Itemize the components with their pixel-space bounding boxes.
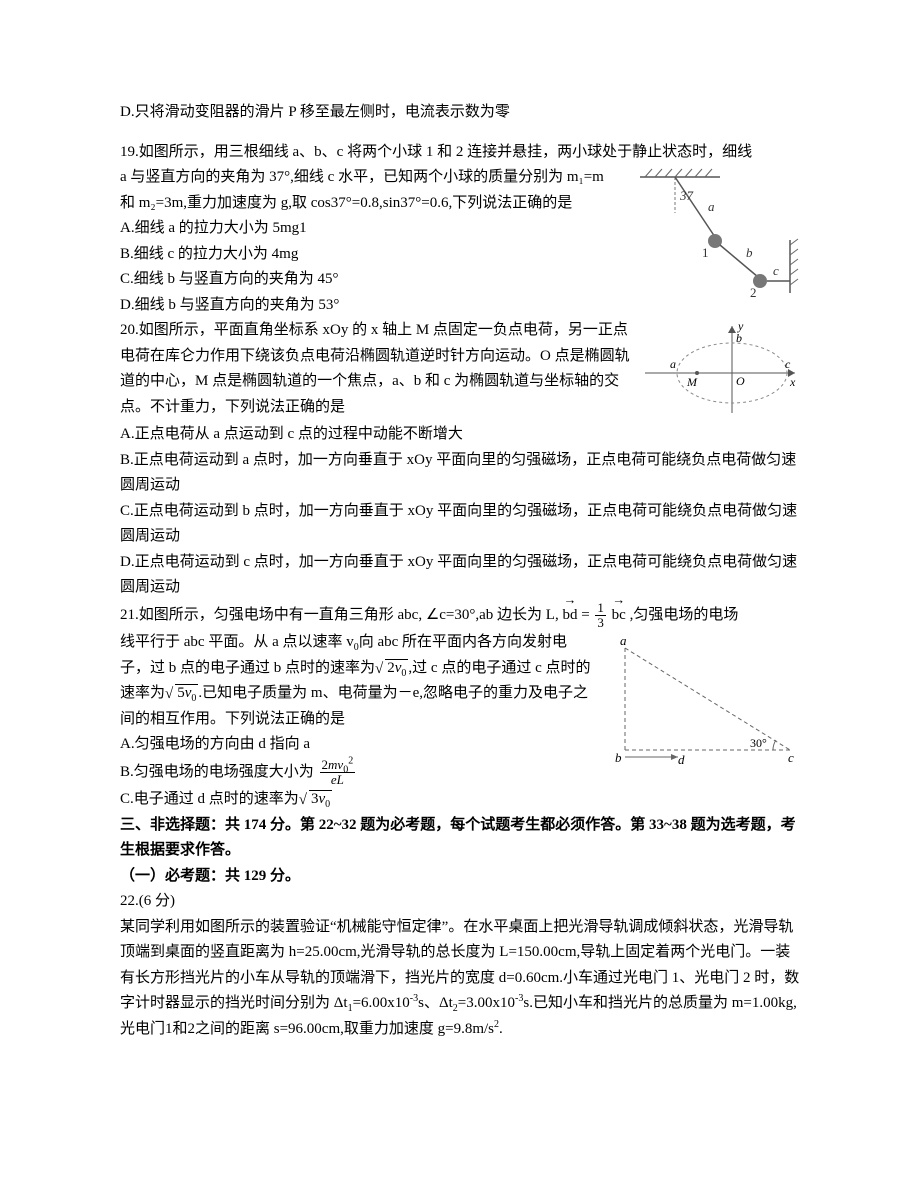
q21-b-den: eL bbox=[320, 773, 356, 787]
q22-num: 22.(6 分) bbox=[120, 889, 800, 915]
q21-label-angle: 30° bbox=[750, 736, 767, 750]
q21-stem-prefix: 21.如图所示，匀强电场中有一直角三角形 abc, ∠c=30°,ab 边长为 … bbox=[120, 607, 559, 623]
q20-option-d: D.正点电荷运动到 c 点时，加一方向垂直于 xOy 平面向里的匀强磁场，正点电… bbox=[120, 550, 800, 601]
q19-diagram: 37 a 1 b 2 c bbox=[630, 165, 800, 297]
q20-label-x: x bbox=[789, 375, 796, 389]
q19-label-a: a bbox=[708, 199, 715, 214]
q21-label-d: d bbox=[678, 752, 685, 767]
q20-option-a: A.正点电荷从 a 点运动到 c 点的过程中动能不断增大 bbox=[120, 422, 800, 448]
q20-option-b: B.正点电荷运动到 a 点时，加一方向垂直于 xOy 平面向里的匀强磁场，正点电… bbox=[120, 448, 800, 499]
q19-label-angle: 37 bbox=[679, 188, 694, 203]
q21-frac: 1 3 bbox=[595, 601, 606, 631]
section3-heading: 三、非选择题：共 174 分。第 22~32 题为必考题，每个试题考生都必须作答… bbox=[120, 813, 800, 864]
q19-label-2: 2 bbox=[750, 285, 757, 297]
q20-block: x y O M a b c 20.如图所示，平面直角坐标系 xOy 的 x 轴上… bbox=[120, 318, 800, 601]
q21-c-pre: C.电子通过 d 点时的速率为 bbox=[120, 791, 299, 807]
q22-body: 某同学利用如图所示的装置验证“机械能守恒定律”。在水平桌面上把光滑导轨调成倾斜状… bbox=[120, 915, 800, 1043]
q21-b-pre: B.匀强电场的电场强度大小为 bbox=[120, 764, 314, 780]
q21-stem-line1: 21.如图所示，匀强电场中有一直角三角形 abc, ∠c=30°,ab 边长为 … bbox=[120, 601, 800, 631]
q21-bd-vec: bd bbox=[562, 601, 577, 628]
q21-diagram: a b c d 30° bbox=[600, 630, 800, 768]
q20-label-a: a bbox=[670, 357, 676, 371]
q19-svg: 37 a 1 b 2 c bbox=[630, 165, 800, 297]
q21-frac-den: 3 bbox=[595, 616, 606, 630]
q19-block: 19.如图所示，用三根细线 a、b、c 将两个小球 1 和 2 连接并悬挂，两小… bbox=[120, 140, 800, 319]
q20-diagram: x y O M a b c bbox=[640, 318, 800, 418]
q20-label-o: O bbox=[736, 374, 745, 388]
q21-svg: a b c d 30° bbox=[600, 630, 800, 768]
q18-option-d: D.只将滑动变阻器的滑片 P 移至最左侧时，电流表示数为零 bbox=[120, 100, 800, 126]
section3-subheading: （一）必考题：共 129 分。 bbox=[120, 864, 800, 890]
q20-label-b: b bbox=[736, 331, 742, 345]
q19-stem-first: 19.如图所示，用三根细线 a、b、c 将两个小球 1 和 2 连接并悬挂，两小… bbox=[120, 140, 800, 166]
q20-label-m: M bbox=[686, 375, 698, 389]
q21-block: 21.如图所示，匀强电场中有一直角三角形 abc, ∠c=30°,ab 边长为 … bbox=[120, 601, 800, 813]
q19-label-b: b bbox=[746, 245, 753, 260]
q21-b-frac: 2mv02 eL bbox=[320, 758, 356, 788]
q21-c-sqrt: 3v0 bbox=[309, 790, 332, 808]
q21-label-c: c bbox=[788, 750, 794, 765]
q21-bc-vec: bc bbox=[612, 601, 626, 628]
q19-label-c: c bbox=[773, 263, 779, 278]
q20-option-c: C.正点电荷运动到 b 点时，加一方向垂直于 xOy 平面向里的匀强磁场，正点电… bbox=[120, 499, 800, 550]
q21-label-a: a bbox=[620, 633, 627, 648]
q21-b-num: 2mv02 bbox=[320, 758, 356, 773]
q21-label-b: b bbox=[615, 750, 622, 765]
q20-label-c: c bbox=[785, 357, 791, 371]
q20-svg: x y O M a b c bbox=[640, 318, 800, 418]
q19-label-1: 1 bbox=[702, 245, 709, 260]
q21-option-c: C.电子通过 d 点时的速率为√3v0 bbox=[120, 787, 800, 813]
q21-frac-num: 1 bbox=[595, 601, 606, 616]
q21-stem-suffix: ,匀强电场的电场 bbox=[630, 607, 739, 623]
